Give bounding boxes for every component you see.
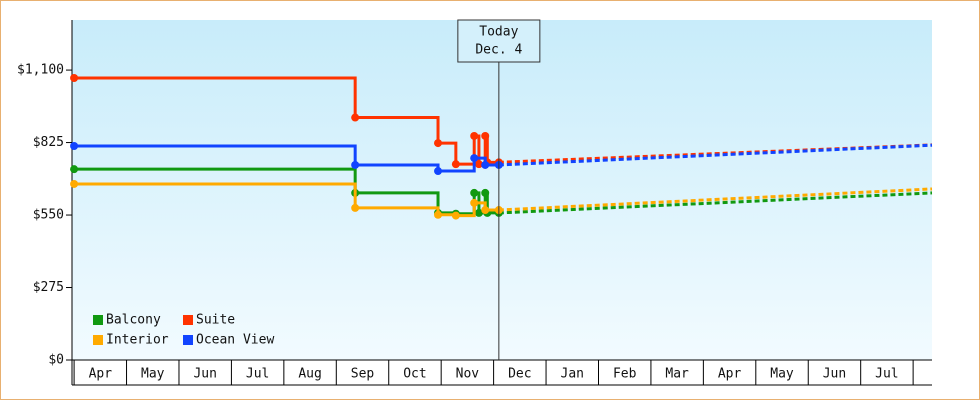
y-tick-label: $1,100 (17, 63, 64, 78)
price-point (451, 211, 460, 220)
y-tick-label: $0 (48, 353, 64, 368)
price-point (474, 208, 483, 217)
x-tick-label: Feb (613, 367, 637, 382)
price-point (70, 165, 79, 174)
x-tick-label: Jul (875, 367, 898, 382)
forecast-line (498, 143, 933, 167)
legend-label: Interior (106, 333, 169, 348)
x-tick-label: Mar (665, 367, 689, 382)
x-tick-label: Jun (193, 367, 216, 382)
legend-label: Suite (196, 313, 235, 328)
y-tick-label: $825 (33, 135, 64, 150)
price-point (481, 206, 490, 215)
x-tick-label: May (141, 367, 165, 382)
legend-swatch (93, 335, 103, 345)
price-point (434, 210, 443, 219)
x-tick-label: Jul (246, 367, 269, 382)
today-label: Dec. 4 (475, 43, 522, 58)
x-tick-label: May (770, 367, 794, 382)
price-point (470, 188, 479, 197)
price-point (351, 203, 360, 212)
price-point (474, 160, 483, 169)
price-point (481, 131, 490, 140)
plot-area (72, 20, 932, 360)
x-tick-label: Sep (351, 367, 375, 382)
legend-swatch (183, 315, 193, 325)
price-point (470, 131, 479, 140)
price-point (470, 154, 479, 163)
x-tick-label: Apr (718, 367, 742, 382)
price-point (70, 73, 79, 82)
today-label: Today (479, 25, 518, 40)
forecast-line (498, 191, 933, 215)
x-tick-label: Oct (403, 367, 426, 382)
forecast-line (498, 187, 933, 212)
x-axis-band (72, 360, 932, 385)
x-tick-label: Jun (823, 367, 846, 382)
y-tick-label: $550 (33, 208, 64, 223)
legend-swatch (183, 335, 193, 345)
legend-label: Ocean View (196, 333, 274, 348)
price-point (451, 160, 460, 169)
x-tick-label: Apr (89, 367, 113, 382)
price-point (481, 160, 490, 169)
price-point (434, 167, 443, 176)
price-point (434, 139, 443, 148)
price-point (70, 141, 79, 150)
x-tick-label: Aug (298, 367, 321, 382)
y-tick-label: $275 (33, 280, 64, 295)
today-box (457, 19, 541, 63)
x-tick-label: Dec (508, 367, 531, 382)
legend-label: Balcony (106, 313, 161, 328)
price-point (351, 113, 360, 122)
price-point (70, 179, 79, 188)
x-tick-label: Jan (561, 367, 584, 382)
price-point (481, 188, 490, 197)
legend-swatch (93, 315, 103, 325)
price-point (470, 198, 479, 207)
price-point (351, 160, 360, 169)
x-tick-label: Nov (456, 367, 480, 382)
